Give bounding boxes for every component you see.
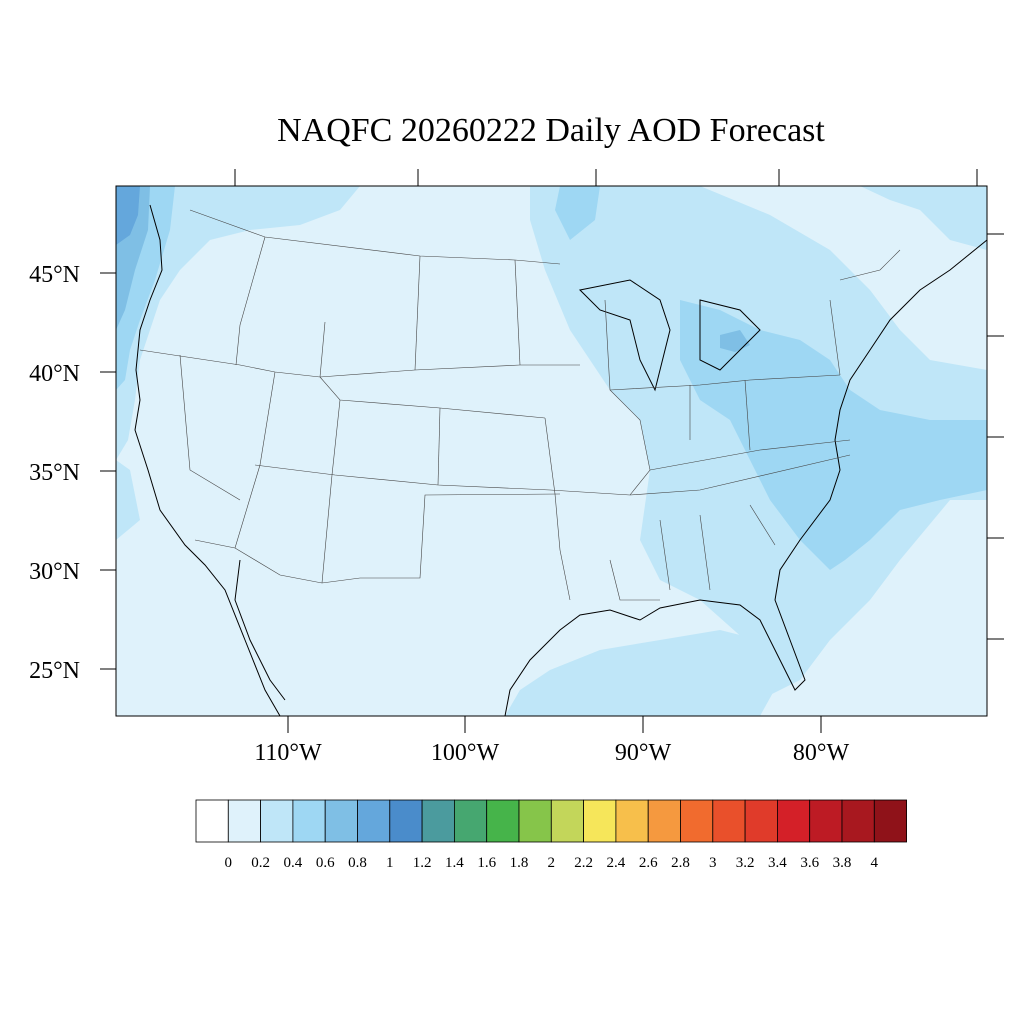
map-area	[116, 186, 987, 716]
colorbar-swatch	[777, 799, 811, 843]
colorbar-label: 0.2	[251, 855, 270, 871]
colorbar-swatch	[389, 799, 423, 843]
colorbar-swatch	[873, 799, 907, 843]
colorbar-swatch	[421, 799, 455, 843]
colorbar-swatch	[195, 799, 229, 843]
lat-label: 40°N	[29, 361, 80, 387]
colorbar-swatch	[324, 799, 358, 843]
colorbar-swatch	[809, 799, 843, 843]
colorbar-label: 0.6	[316, 855, 335, 871]
colorbar-swatch	[712, 799, 746, 843]
state-borders	[139, 209, 901, 601]
colorbar: 0 0.2 0.4 0.6 0.8 1 1.2 1.4 1.6 1.8 2 2.2 2.4 2.6 2.8 3…	[195, 799, 907, 871]
frame-ticks	[100, 169, 1004, 733]
colorbar-swatch	[550, 799, 584, 843]
coastline	[134, 204, 987, 716]
lat-label: 30°N	[29, 559, 80, 585]
colorbar-swatch	[647, 799, 681, 843]
map-frame	[115, 185, 988, 717]
colorbar-label: 4	[871, 855, 879, 871]
lat-label: 45°N	[29, 262, 80, 288]
colorbar-label: 3.6	[800, 855, 819, 871]
colorbar-swatch	[583, 799, 617, 843]
colorbar-label: 3	[709, 855, 717, 871]
colorbar-swatch	[841, 799, 875, 843]
lon-label: 90°W	[615, 740, 672, 766]
colorbar-swatch	[518, 799, 552, 843]
colorbar-swatch	[227, 799, 262, 843]
lon-label: 110°W	[254, 740, 322, 766]
lat-label: 25°N	[29, 658, 80, 684]
colorbar-label: 2	[548, 855, 556, 871]
colorbar-swatch	[680, 799, 714, 843]
colorbar-label: 3.4	[768, 855, 787, 871]
latitude-labels: 45°N 40°N 35°N 30°N 25°N	[29, 262, 80, 684]
colorbar-swatch	[260, 799, 294, 843]
colorbar-label: 0.8	[348, 855, 367, 871]
colorbar-label: 1.6	[477, 855, 496, 871]
lat-label: 35°N	[29, 460, 80, 486]
colorbar-label: 2.4	[607, 855, 626, 871]
colorbar-label: 1.2	[413, 855, 432, 871]
colorbar-swatch	[357, 799, 391, 843]
colorbar-swatch	[486, 799, 520, 843]
colorbar-label: 1.8	[510, 855, 529, 871]
colorbar-swatch	[292, 799, 326, 843]
colorbar-label: 0	[225, 855, 233, 871]
colorbar-swatch	[453, 799, 488, 843]
map-title: NAQFC 20260222 Daily AOD Forecast	[277, 112, 825, 149]
aod-level-0.8-region	[116, 186, 140, 245]
lon-label: 100°W	[431, 740, 500, 766]
colorbar-label: 3.8	[833, 855, 852, 871]
longitude-labels: 110°W 100°W 90°W 80°W	[254, 740, 849, 766]
colorbar-swatch	[744, 799, 778, 843]
colorbar-label: 2.8	[671, 855, 690, 871]
colorbar-label: 3.2	[736, 855, 755, 871]
colorbar-label: 2.2	[574, 855, 593, 871]
colorbar-label: 2.6	[639, 855, 658, 871]
colorbar-label: 1.4	[445, 855, 464, 871]
colorbar-label: 1	[386, 855, 394, 871]
colorbar-swatch	[615, 799, 649, 843]
colorbar-label: 0.4	[284, 855, 303, 871]
lon-label: 80°W	[793, 740, 850, 766]
